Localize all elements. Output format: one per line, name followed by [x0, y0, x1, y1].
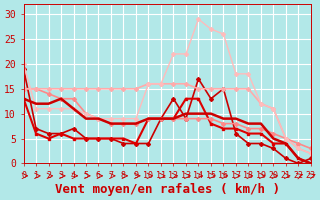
X-axis label: Vent moyen/en rafales ( km/h ): Vent moyen/en rafales ( km/h ): [55, 183, 280, 196]
